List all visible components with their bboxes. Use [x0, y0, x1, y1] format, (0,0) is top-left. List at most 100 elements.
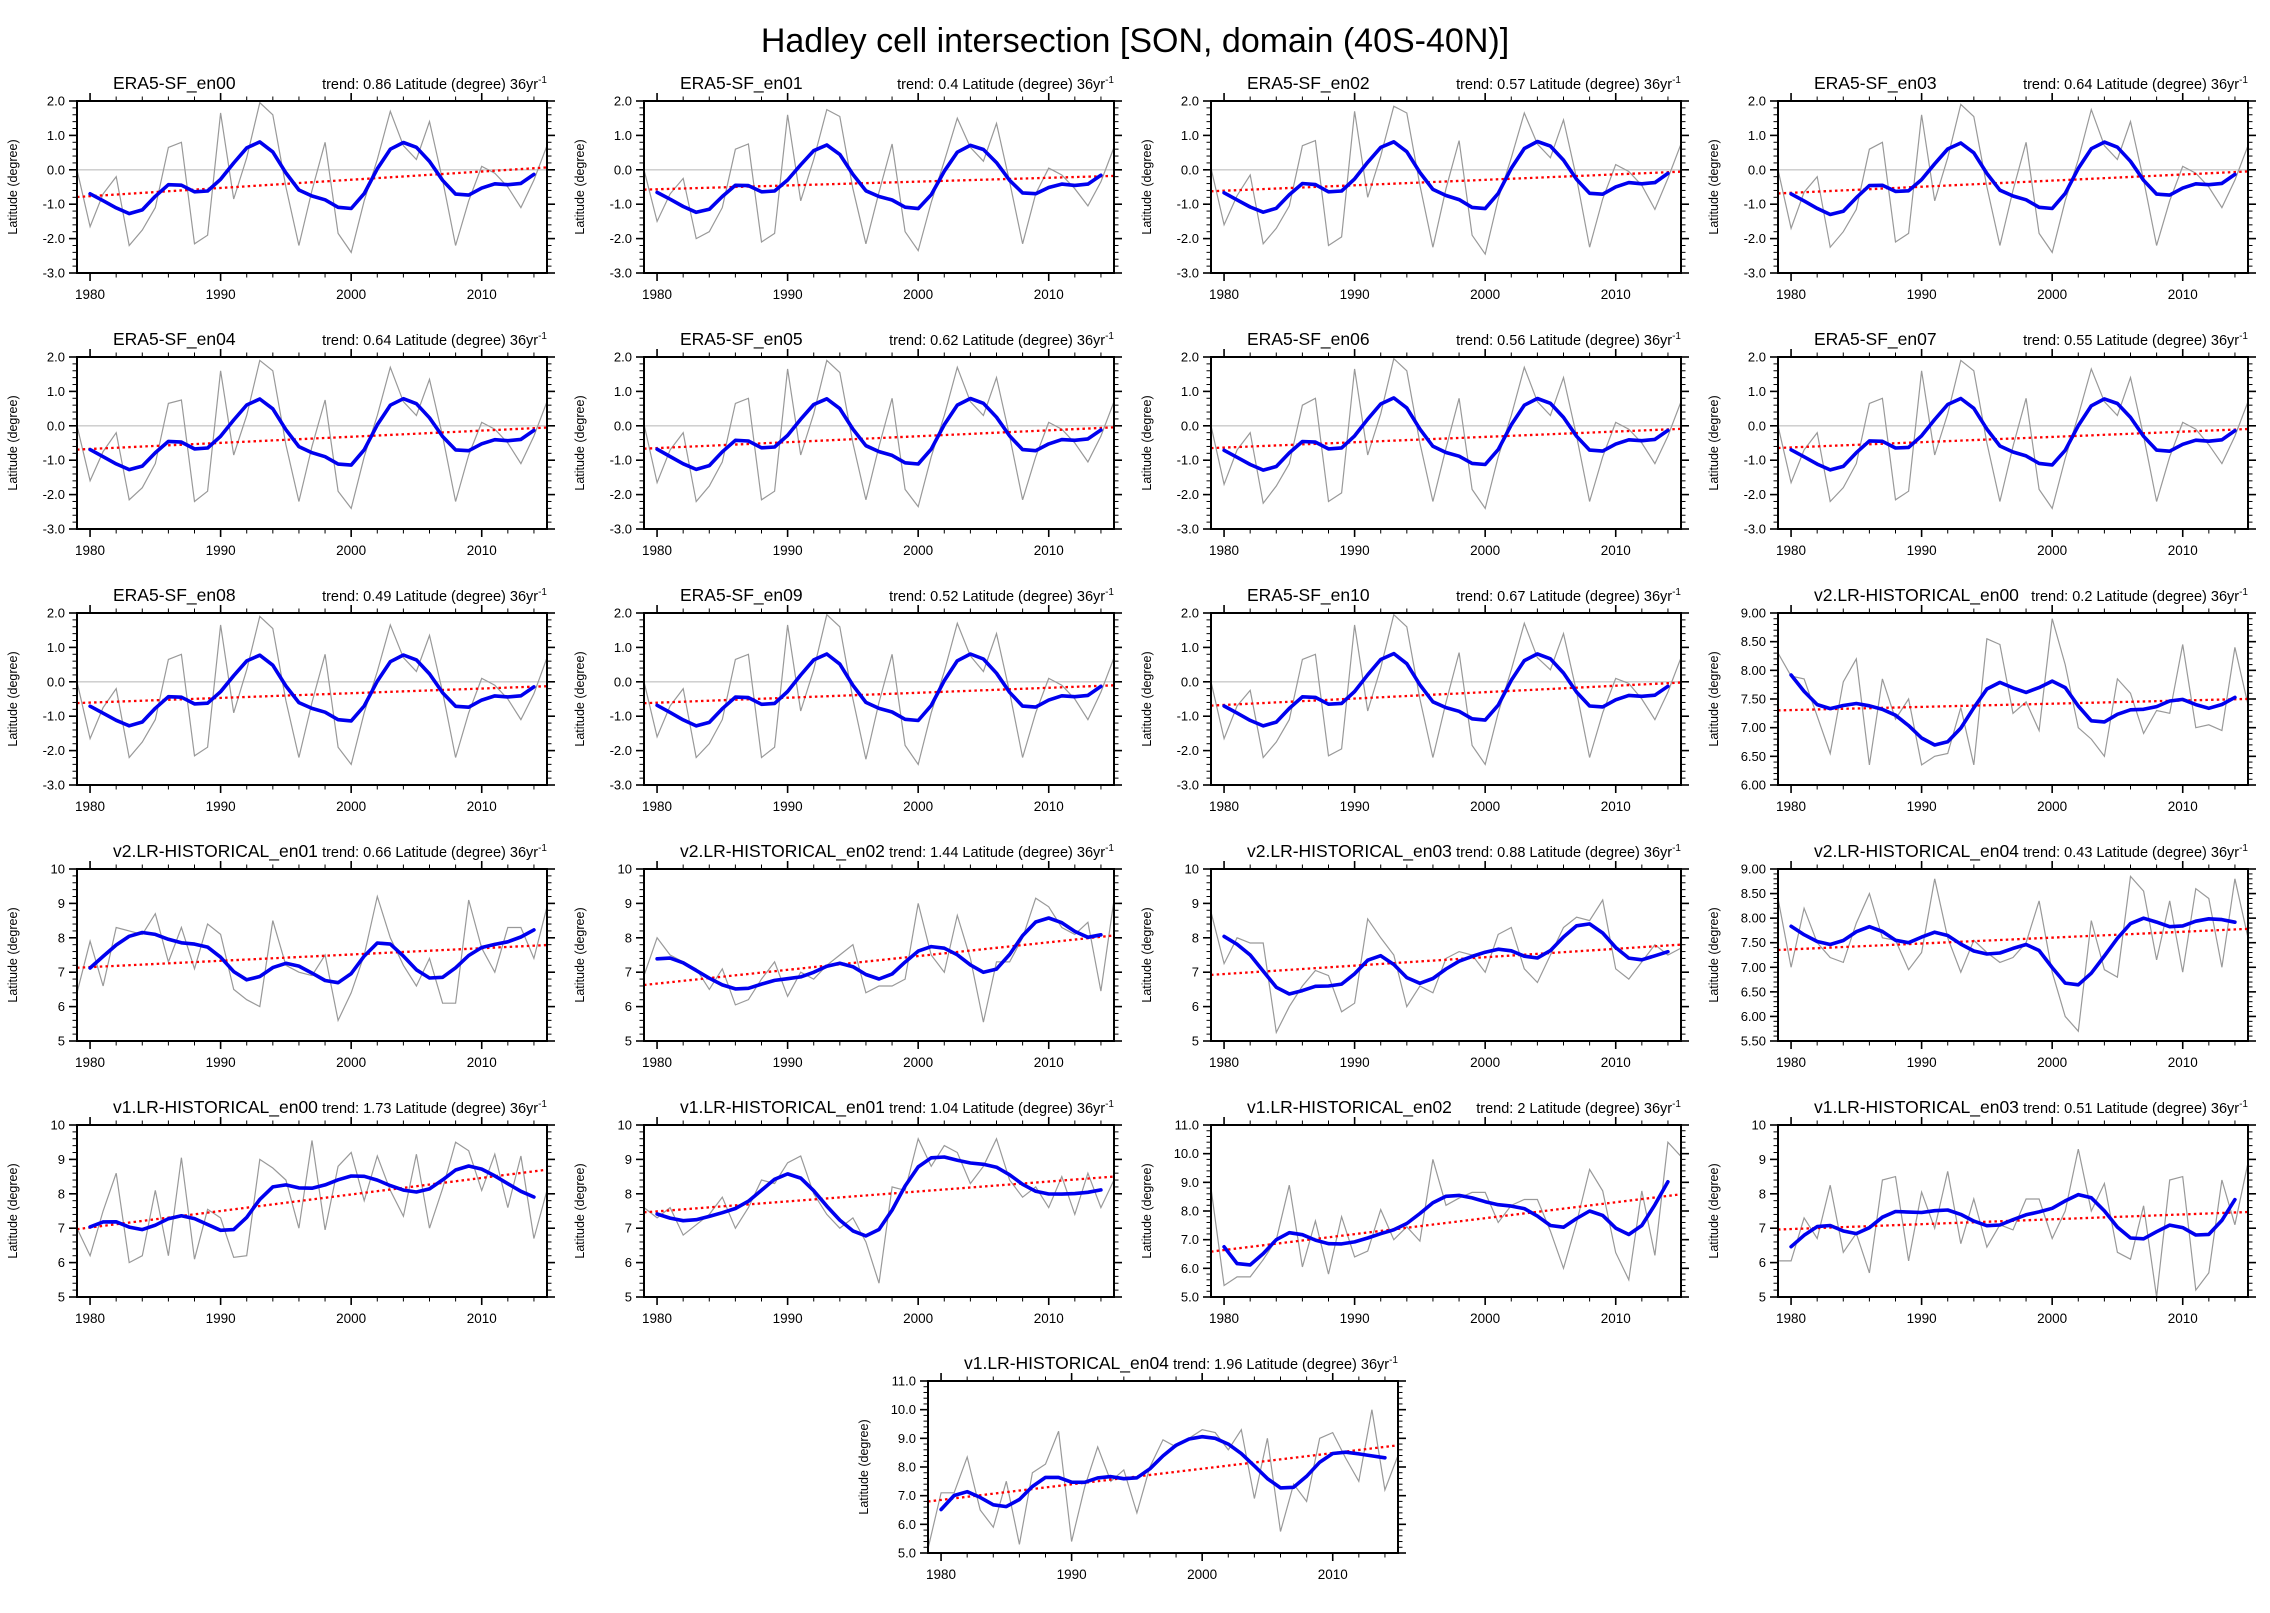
y-axis-label: Latitude (degree) [6, 907, 20, 1002]
raw-series-line [77, 101, 547, 254]
x-tick-label: 2010 [2168, 543, 2198, 558]
x-tick-label: 2010 [1034, 1311, 1064, 1326]
y-tick-label: 8 [1759, 1186, 1766, 1201]
trend-label: trend: 0.2 Latitude (degree) 36yr-1 [2031, 587, 2248, 605]
trend-label: trend: 0.67 Latitude (degree) 36yr-1 [1456, 587, 1681, 605]
x-tick-label: 2010 [1034, 1055, 1064, 1070]
plot-frame [1777, 612, 2249, 786]
smooth-series-line [1789, 140, 2237, 217]
plot-frame [643, 612, 1115, 786]
y-tick-label: 7 [1759, 1221, 1766, 1236]
y-tick-label: -3.0 [43, 522, 65, 537]
smooth-series-line [655, 396, 1103, 472]
x-tick-label: 2010 [467, 1055, 497, 1070]
y-tick-label: 8 [58, 930, 65, 945]
x-tick-label: 2010 [1601, 1055, 1631, 1070]
y-tick-label: 9 [58, 1152, 65, 1167]
y-tick-label: 2.0 [1748, 350, 1766, 365]
y-tick-label: 10 [618, 862, 632, 877]
y-tick-label: 8 [58, 1186, 65, 1201]
y-axis-label: Latitude (degree) [573, 395, 587, 490]
raw-series-line [1778, 359, 2248, 510]
panel-svg-ERA5-SF_en05: ERA5-SF_en05 trend: 0.62 Latitude (degree… [573, 329, 1122, 558]
y-tick-label: 7 [1192, 965, 1199, 980]
panel-svg-v1.LR-HISTORICAL_en01: v1.LR-HISTORICAL_en01 trend: 1.04 Latitud… [573, 1097, 1122, 1326]
smooth-series-line [1222, 922, 1670, 996]
panel-v2.LR-HISTORICAL_en00: v2.LR-HISTORICAL_en00 trend: 0.2 Latitude… [1702, 580, 2269, 836]
x-tick-label: 2010 [1601, 543, 1631, 558]
panel-svg-v2.LR-HISTORICAL_en01: v2.LR-HISTORICAL_en01 trend: 0.66 Latitud… [6, 841, 555, 1070]
smooth-series-line [1789, 396, 2237, 472]
y-tick-label: 11.0 [1175, 1118, 1199, 1133]
panel-v1.LR-HISTORICAL_en04: v1.LR-HISTORICAL_en04 trend: 1.96 Latitud… [852, 1348, 1419, 1604]
trend-label: trend: 0.52 Latitude (degree) 36yr-1 [889, 587, 1114, 605]
page-title: Hadley cell intersection [SON, domain (4… [760, 22, 1510, 60]
y-tick-label: 6.50 [1741, 984, 1766, 999]
plot-frame [76, 868, 548, 1042]
panel-title: ERA5-SF_en10 [1247, 585, 1370, 606]
x-tick-label: 1980 [642, 543, 672, 558]
y-tick-label: -3.0 [610, 522, 632, 537]
x-tick-label: 2000 [2037, 287, 2067, 302]
plot-frame [643, 1124, 1115, 1298]
y-tick-label: -2.0 [1744, 231, 1766, 246]
trend-line [1211, 681, 1681, 707]
x-tick-label: 2000 [1470, 543, 1500, 558]
y-tick-label: -3.0 [1177, 266, 1199, 281]
y-tick-label: 6.0 [897, 1517, 915, 1532]
trend-line [77, 685, 547, 705]
y-tick-label: -3.0 [43, 778, 65, 793]
y-tick-label: 8.0 [897, 1460, 915, 1475]
y-tick-label: 10.0 [890, 1402, 915, 1417]
y-tick-label: 0.0 [1748, 162, 1766, 177]
x-tick-label: 2010 [1034, 799, 1064, 814]
y-tick-label: -3.0 [1177, 778, 1199, 793]
panel-ERA5-SF_en02: ERA5-SF_en02 trend: 0.57 Latitude (degree… [1135, 68, 1702, 324]
y-tick-label: 7.00 [1741, 720, 1766, 735]
raw-series-line [1211, 357, 1681, 510]
y-tick-label: 5 [58, 1034, 65, 1049]
panel-svg-ERA5-SF_en04: ERA5-SF_en04 trend: 0.64 Latitude (degree… [6, 329, 555, 558]
y-tick-label: 1.0 [1181, 128, 1199, 143]
raw-series-line [644, 359, 1114, 508]
y-tick-label: -3.0 [1177, 522, 1199, 537]
y-tick-label: 7.0 [1181, 1232, 1199, 1247]
panel-svg-ERA5-SF_en00: ERA5-SF_en00 trend: 0.86 Latitude (degree… [6, 73, 555, 302]
x-tick-label: 1990 [206, 543, 236, 558]
y-tick-label: -2.0 [1177, 487, 1199, 502]
y-tick-label: -1.0 [43, 197, 65, 212]
smooth-series-line [88, 140, 536, 216]
trend-line [77, 166, 547, 199]
y-axis-label: Latitude (degree) [573, 139, 587, 234]
y-tick-label: 10.0 [1174, 1146, 1199, 1161]
x-tick-label: 2000 [1470, 1055, 1500, 1070]
panel-title: v1.LR-HISTORICAL_en03 [1814, 1097, 2019, 1118]
y-tick-label: -2.0 [43, 487, 65, 502]
raw-series-line [1211, 1140, 1681, 1287]
x-tick-label: 2000 [336, 1311, 366, 1326]
panel-svg-v1.LR-HISTORICAL_en03: v1.LR-HISTORICAL_en03 trend: 0.51 Latitud… [1707, 1097, 2256, 1326]
x-tick-label: 2010 [2168, 287, 2198, 302]
x-tick-label: 1990 [1907, 799, 1937, 814]
y-tick-label: 0.0 [47, 418, 65, 433]
y-tick-label: 2.0 [47, 606, 65, 621]
y-axis-label: Latitude (degree) [1140, 907, 1154, 1002]
y-tick-label: 7.50 [1741, 692, 1766, 707]
panel-svg-ERA5-SF_en07: ERA5-SF_en07 trend: 0.55 Latitude (degree… [1707, 329, 2256, 558]
trend-line [644, 426, 1114, 450]
y-tick-label: 2.0 [47, 350, 65, 365]
smooth-series-line [88, 928, 536, 985]
plot-frame [1210, 612, 1682, 786]
plot-frame [76, 100, 548, 274]
y-tick-label: 8.50 [1741, 634, 1766, 649]
trend-line [1211, 427, 1681, 450]
y-tick-label: -1.0 [1177, 709, 1199, 724]
panel-title: v2.LR-HISTORICAL_en01 [113, 841, 318, 862]
y-tick-label: 7.00 [1741, 960, 1766, 975]
x-tick-label: 1980 [1776, 287, 1806, 302]
y-tick-label: 5 [625, 1290, 632, 1305]
x-tick-label: 1980 [642, 799, 672, 814]
trend-line [1778, 427, 2248, 450]
plot-frame [1210, 868, 1682, 1042]
raw-series-line [77, 1140, 547, 1264]
